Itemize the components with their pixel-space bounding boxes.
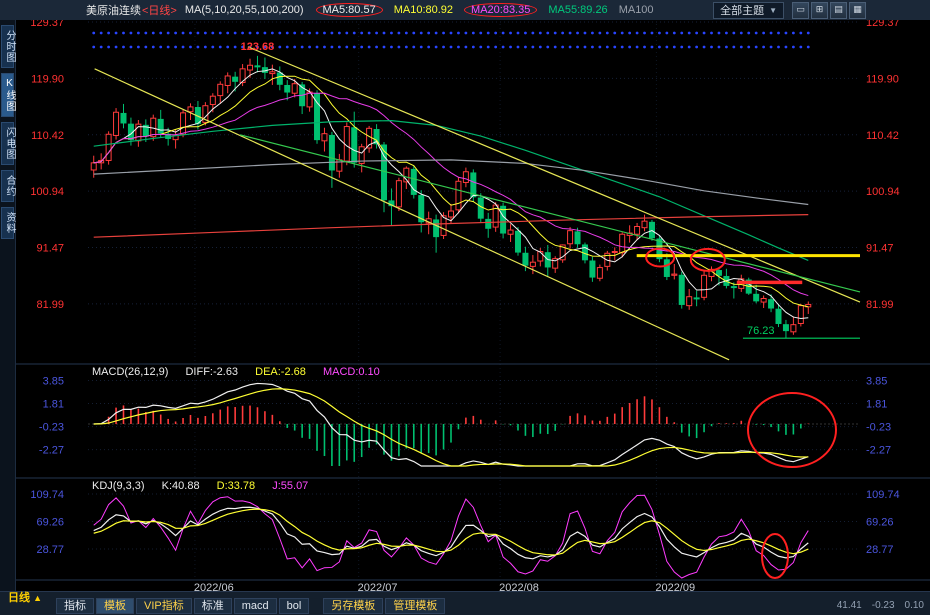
sidebar-tab-kline[interactable]: K线图	[1, 73, 15, 117]
svg-text:110.42: 110.42	[866, 130, 899, 142]
bottom-tab-macd[interactable]: macd	[233, 598, 277, 614]
ma10-value: MA10:80.92	[393, 4, 454, 16]
header-right-controls: 全部主题 ▼ ▭ ⊞ ▤ ▦	[713, 1, 866, 19]
annotation-ellipses-layer	[645, 247, 837, 579]
svg-text:91.47: 91.47	[36, 243, 64, 255]
panel-separators	[16, 363, 930, 581]
svg-text:119.90: 119.90	[866, 73, 899, 85]
symbol-title: 美原油连续	[86, 5, 141, 17]
sidebar-tab-timeshare[interactable]: 分时图	[1, 25, 15, 68]
kdj-title: KDJ(9,3,3)	[92, 480, 145, 492]
bottom-tab-template[interactable]: 模板	[96, 598, 134, 614]
svg-text:28.77: 28.77	[36, 544, 64, 556]
candles-layer	[90, 55, 812, 339]
bottom-tab-vip[interactable]: VIP指标	[136, 598, 192, 614]
theme-select-label: 全部主题	[720, 5, 765, 17]
layout-grid-icon[interactable]: ⊞	[811, 1, 828, 19]
ma100-value: MA100	[618, 4, 654, 16]
svg-text:69.26: 69.26	[866, 516, 894, 528]
period-tag: <日线>	[142, 5, 177, 17]
bottom-toolbar: 指标 模板 VIP指标 标准 macd bol 另存模板 管理模板 41.41 …	[0, 591, 930, 615]
svg-text:91.47: 91.47	[866, 243, 894, 255]
sidebar-tab-info[interactable]: 资料	[1, 207, 15, 239]
period-selector-label: 日线	[8, 592, 30, 604]
svg-text:1.81: 1.81	[866, 399, 887, 411]
svg-text:100.94: 100.94	[30, 186, 64, 198]
svg-text:-0.23: -0.23	[39, 422, 64, 434]
macd-macd-value: MACD:0.10	[322, 366, 380, 378]
status-value-2: -0.23	[871, 600, 895, 611]
ma55-value: MA55:89.26	[548, 4, 608, 16]
period-selector[interactable]: 日线 ▲	[8, 589, 42, 605]
kdj-k-value: K:40.88	[161, 480, 200, 492]
status-value-1: 41.41	[836, 600, 862, 611]
ma5-value: MA5:80.57	[315, 3, 383, 17]
kdj-layer	[93, 494, 809, 579]
svg-text:81.99: 81.99	[36, 299, 64, 311]
svg-text:3.85: 3.85	[43, 375, 64, 387]
svg-text:119.90: 119.90	[31, 73, 64, 85]
svg-text:110.42: 110.42	[31, 130, 64, 142]
svg-text:28.77: 28.77	[866, 544, 894, 556]
triangle-up-icon: ▲	[33, 593, 42, 603]
bottom-tab-bol[interactable]: bol	[278, 598, 310, 614]
window-layout-buttons: ▭ ⊞ ▤ ▦	[792, 1, 866, 19]
svg-text:123.68: 123.68	[241, 41, 275, 53]
trend-lines-layer	[94, 46, 861, 361]
svg-text:69.26: 69.26	[36, 516, 64, 528]
signal-dots-layer	[92, 31, 810, 49]
price-markers-layer: 123.68 76.23	[241, 41, 775, 337]
bottom-tab-manage-template[interactable]: 管理模板	[385, 598, 446, 614]
macd-layer	[93, 382, 810, 467]
macd-diff-value: DIFF:-2.63	[185, 366, 239, 378]
kdj-d-value: D:33.78	[216, 480, 256, 492]
status-values: 41.41 -0.23 0.10	[837, 600, 924, 611]
svg-text:81.99: 81.99	[866, 299, 894, 311]
svg-text:-0.23: -0.23	[866, 422, 891, 434]
chevron-down-icon: ▼	[769, 5, 777, 15]
svg-text:129.37: 129.37	[30, 17, 64, 29]
bottom-tabs: 指标 模板 VIP指标 标准 macd bol 另存模板 管理模板	[56, 598, 446, 614]
svg-text:109.74: 109.74	[30, 489, 64, 501]
macd-title: MACD(26,12,9)	[92, 366, 169, 378]
layout-rows-icon[interactable]: ▤	[830, 1, 847, 19]
macd-dea-value: DEA:-2.68	[255, 366, 306, 378]
svg-text:3.85: 3.85	[866, 375, 887, 387]
svg-text:-2.27: -2.27	[39, 445, 64, 457]
svg-text:-2.27: -2.27	[866, 445, 891, 457]
kdj-j-value: J:55.07	[272, 480, 309, 492]
axis-labels-layer: 129.37 129.37 119.90 119.90 110.42 110.42 100.…	[30, 17, 899, 594]
bottom-tab-indicator[interactable]: 指标	[56, 598, 94, 614]
theme-select[interactable]: 全部主题 ▼	[713, 1, 784, 19]
svg-text:1.81: 1.81	[43, 399, 64, 411]
layout-single-icon[interactable]: ▭	[792, 1, 809, 19]
ma-settings-label: MA(5,10,20,55,100,200)	[184, 4, 304, 16]
macd-indicator-header: MACD(26,12,9) DIFF:-2.63 DEA:-2.68 MACD:…	[92, 366, 394, 378]
kdj-indicator-header: KDJ(9,3,3) K:40.88 D:33.78 J:55.07	[92, 480, 322, 492]
ma20-value: MA20:83.35	[464, 3, 538, 17]
status-value-3: 0.10	[904, 600, 924, 611]
layout-cells-icon[interactable]: ▦	[849, 1, 866, 19]
sidebar-tab-contract[interactable]: 合约	[1, 170, 15, 202]
svg-text:100.94: 100.94	[866, 186, 900, 198]
sidebar-tab-flash[interactable]: 闪电图	[1, 122, 15, 165]
left-sidebar: 分时图 K线图 闪电图 合约 资料	[0, 20, 16, 592]
bottom-tab-standard[interactable]: 标准	[193, 598, 232, 614]
svg-text:129.37: 129.37	[866, 17, 900, 29]
svg-text:76.23: 76.23	[747, 325, 775, 337]
svg-text:109.74: 109.74	[866, 489, 900, 501]
bottom-tab-save-template[interactable]: 另存模板	[323, 598, 384, 614]
top-header: 美原油连续 <日线> MA(5,10,20,55,100,200) MA5:80…	[0, 0, 930, 20]
